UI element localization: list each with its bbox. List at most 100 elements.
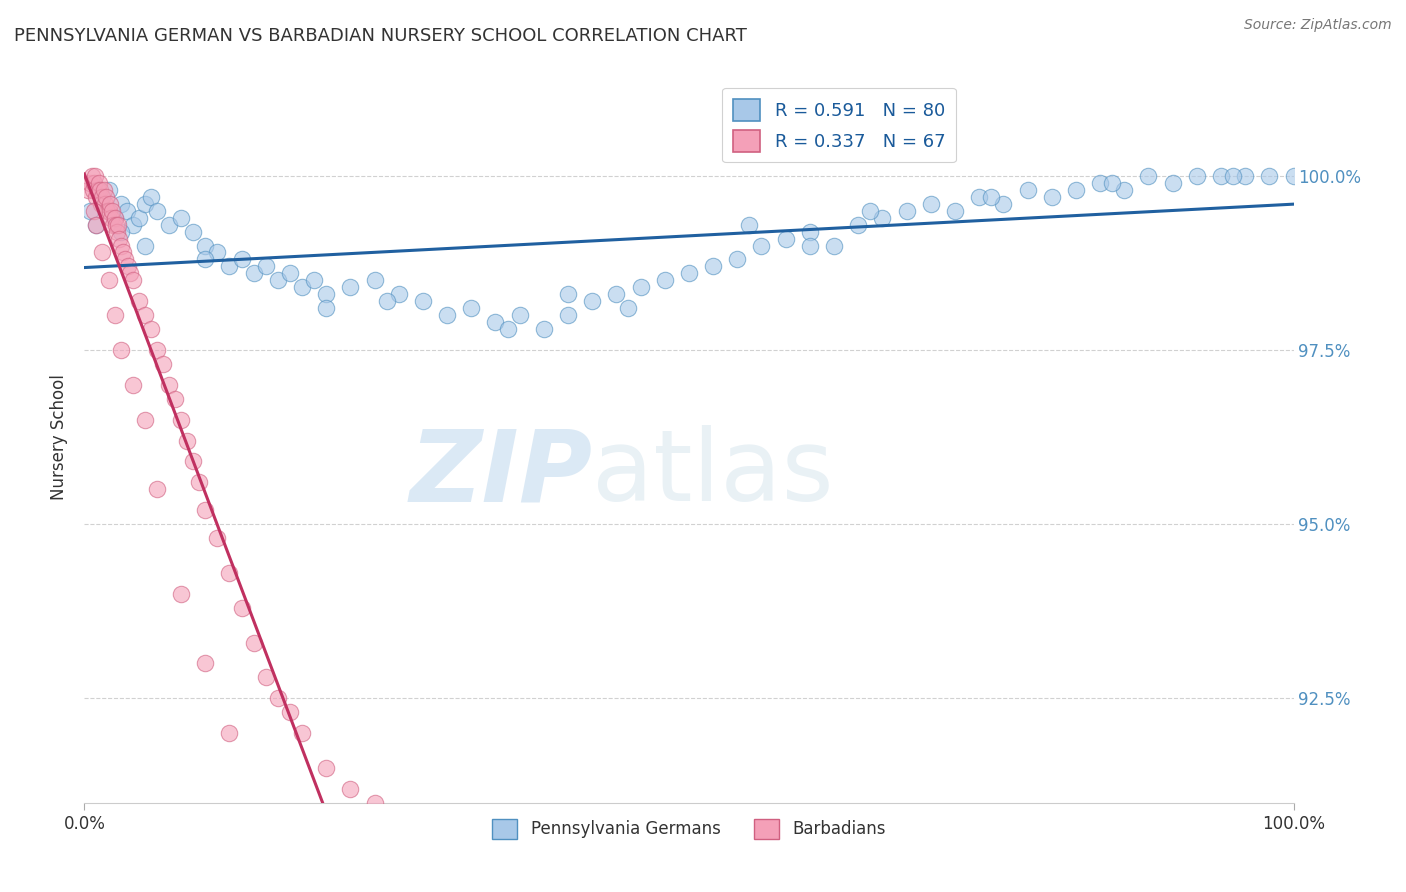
Point [121, 273, 143, 287]
Point [170, 211, 193, 225]
Point [231, 252, 253, 267]
Point [1114, 183, 1136, 197]
Point [339, 280, 361, 294]
Point [388, 287, 411, 301]
Point [103, 218, 125, 232]
Y-axis label: Nursery School: Nursery School [51, 374, 69, 500]
Point [91, 190, 114, 204]
Point [799, 238, 821, 252]
Point [725, 252, 748, 267]
Point [1017, 183, 1039, 197]
Point [896, 203, 918, 218]
Point [1161, 176, 1184, 190]
Point [120, 266, 142, 280]
Point [181, 225, 204, 239]
Point [134, 238, 156, 252]
Point [96, 203, 118, 218]
Point [363, 273, 385, 287]
Point [1185, 169, 1208, 183]
Point [115, 203, 138, 218]
Point [91, 245, 114, 260]
Point [823, 238, 845, 252]
Point [139, 190, 162, 204]
Point [920, 196, 942, 211]
Point [134, 308, 156, 322]
Point [605, 287, 627, 301]
Point [134, 196, 156, 211]
Point [484, 315, 506, 329]
Point [218, 260, 240, 274]
Point [86, 190, 108, 204]
Point [152, 357, 174, 371]
Point [97, 183, 120, 197]
Point [1234, 169, 1257, 183]
Legend: Pennsylvania Germans, Barbadians: Pennsylvania Germans, Barbadians [485, 812, 893, 846]
Point [194, 252, 217, 267]
Point [146, 203, 169, 218]
Point [339, 781, 361, 796]
Point [83, 176, 105, 190]
Point [242, 635, 264, 649]
Point [87, 176, 110, 190]
Point [188, 475, 211, 490]
Point [128, 211, 150, 225]
Point [581, 294, 603, 309]
Point [799, 225, 821, 239]
Point [291, 280, 314, 294]
Point [1137, 169, 1160, 183]
Point [617, 301, 640, 316]
Point [509, 308, 531, 322]
Point [412, 294, 434, 309]
Point [82, 183, 104, 197]
Point [194, 503, 217, 517]
Point [80, 169, 103, 183]
Point [496, 322, 519, 336]
Point [98, 196, 121, 211]
Point [93, 183, 115, 197]
Point [557, 308, 579, 322]
Point [128, 294, 150, 309]
Point [114, 252, 136, 267]
Point [176, 434, 198, 448]
Point [278, 266, 301, 280]
Point [101, 203, 124, 218]
Point [1209, 169, 1232, 183]
Point [104, 211, 127, 225]
Point [207, 245, 229, 260]
Point [104, 308, 127, 322]
Point [107, 218, 129, 232]
Point [436, 308, 458, 322]
Point [84, 169, 107, 183]
Point [194, 238, 217, 252]
Point [218, 566, 240, 580]
Point [1282, 169, 1305, 183]
Point [86, 183, 108, 197]
Point [533, 322, 555, 336]
Point [315, 287, 337, 301]
Point [146, 483, 169, 497]
Point [181, 454, 204, 468]
Point [738, 218, 761, 232]
Point [165, 392, 187, 406]
Point [1101, 176, 1123, 190]
Point [170, 587, 193, 601]
Point [254, 260, 277, 274]
Point [79, 203, 101, 218]
Text: atlas: atlas [592, 425, 834, 522]
Point [654, 273, 676, 287]
Point [460, 301, 482, 316]
Point [1258, 169, 1281, 183]
Point [79, 176, 101, 190]
Point [302, 273, 325, 287]
Point [170, 412, 193, 426]
Point [980, 190, 1002, 204]
Point [90, 196, 112, 211]
Point [110, 343, 132, 357]
Point [231, 600, 253, 615]
Point [218, 726, 240, 740]
Point [97, 273, 120, 287]
Point [375, 294, 398, 309]
Point [134, 412, 156, 426]
Text: PENNSYLVANIA GERMAN VS BARBADIAN NURSERY SCHOOL CORRELATION CHART: PENNSYLVANIA GERMAN VS BARBADIAN NURSERY… [14, 27, 747, 45]
Point [775, 231, 797, 245]
